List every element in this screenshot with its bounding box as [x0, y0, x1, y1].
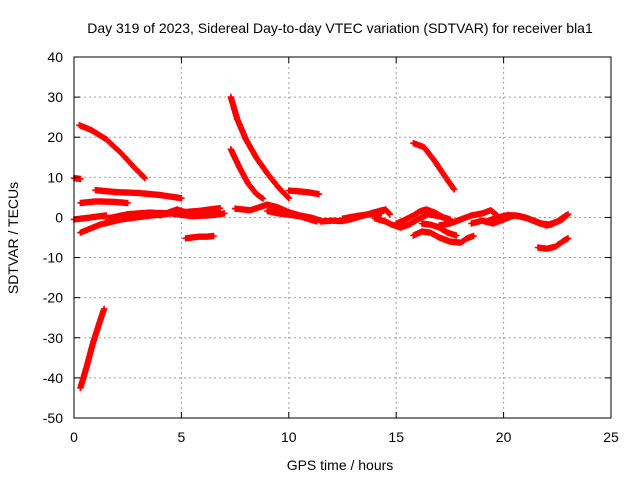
x-tick-label: 25	[603, 429, 619, 445]
data-series-arc7	[92, 187, 185, 202]
tick-layer: -50 -40 -30 -20 -10 0 10 20 30 40 0 5 10 15 20 25	[43, 49, 619, 445]
data-markers	[182, 232, 217, 242]
y-tick-label: 10	[47, 169, 63, 185]
data-markers	[393, 206, 456, 227]
y-tick-label: -10	[43, 250, 63, 266]
data-markers	[227, 146, 267, 202]
data-series-arc26	[534, 235, 572, 252]
y-tick-label: 0	[55, 209, 63, 225]
data-markers	[410, 140, 458, 193]
data-layer	[70, 93, 572, 392]
data-markers	[227, 93, 292, 202]
data-series-arc15	[285, 187, 323, 198]
data-series-arc12	[227, 146, 267, 202]
x-axis-title: GPS time / hours	[287, 457, 394, 473]
data-markers	[77, 305, 108, 392]
y-tick-label: 20	[47, 129, 63, 145]
y-tick-label: -50	[43, 410, 63, 426]
data-series-arc2	[76, 122, 149, 182]
data-series-arc25	[483, 211, 572, 228]
data-series-arc9	[156, 205, 224, 219]
y-axis-title: SDTVAR / TECUs	[5, 182, 21, 294]
y-tick-label: 30	[47, 89, 63, 105]
data-series-arc11	[227, 93, 292, 202]
data-series-arc5	[77, 198, 131, 207]
data-series-arc19	[393, 206, 456, 227]
data-markers	[339, 210, 385, 222]
data-series-arc22	[418, 220, 460, 239]
data-series-arc3	[77, 305, 108, 392]
data-markers	[76, 122, 149, 182]
data-markers	[483, 211, 572, 228]
grid-layer	[74, 57, 611, 418]
data-markers	[534, 235, 572, 252]
y-tick-label: -40	[43, 370, 63, 386]
data-markers	[92, 187, 185, 202]
plot-frame	[73, 56, 612, 419]
data-markers	[410, 228, 477, 246]
data-series-arc10	[182, 232, 217, 242]
data-markers	[264, 207, 320, 225]
data-series-arc20	[410, 140, 458, 193]
data-markers	[285, 187, 323, 198]
data-markers	[436, 207, 501, 229]
data-series-arc23	[436, 207, 501, 229]
data-markers	[77, 198, 131, 207]
x-tick-label: 10	[281, 429, 297, 445]
y-tick-label: -30	[43, 330, 63, 346]
x-tick-label: 15	[388, 429, 404, 445]
data-series-arc14	[264, 207, 320, 225]
x-tick-label: 0	[70, 429, 78, 445]
data-series-arc21	[410, 228, 477, 246]
y-tick-label: 40	[47, 49, 63, 65]
y-tick-label: -20	[43, 290, 63, 306]
x-tick-label: 20	[496, 429, 512, 445]
data-series-arc17	[339, 210, 385, 222]
data-markers	[156, 205, 224, 219]
data-markers	[418, 220, 460, 239]
x-tick-label: 5	[178, 429, 186, 445]
chart-title: Day 319 of 2023, Sidereal Day-to-day VTE…	[87, 20, 593, 36]
